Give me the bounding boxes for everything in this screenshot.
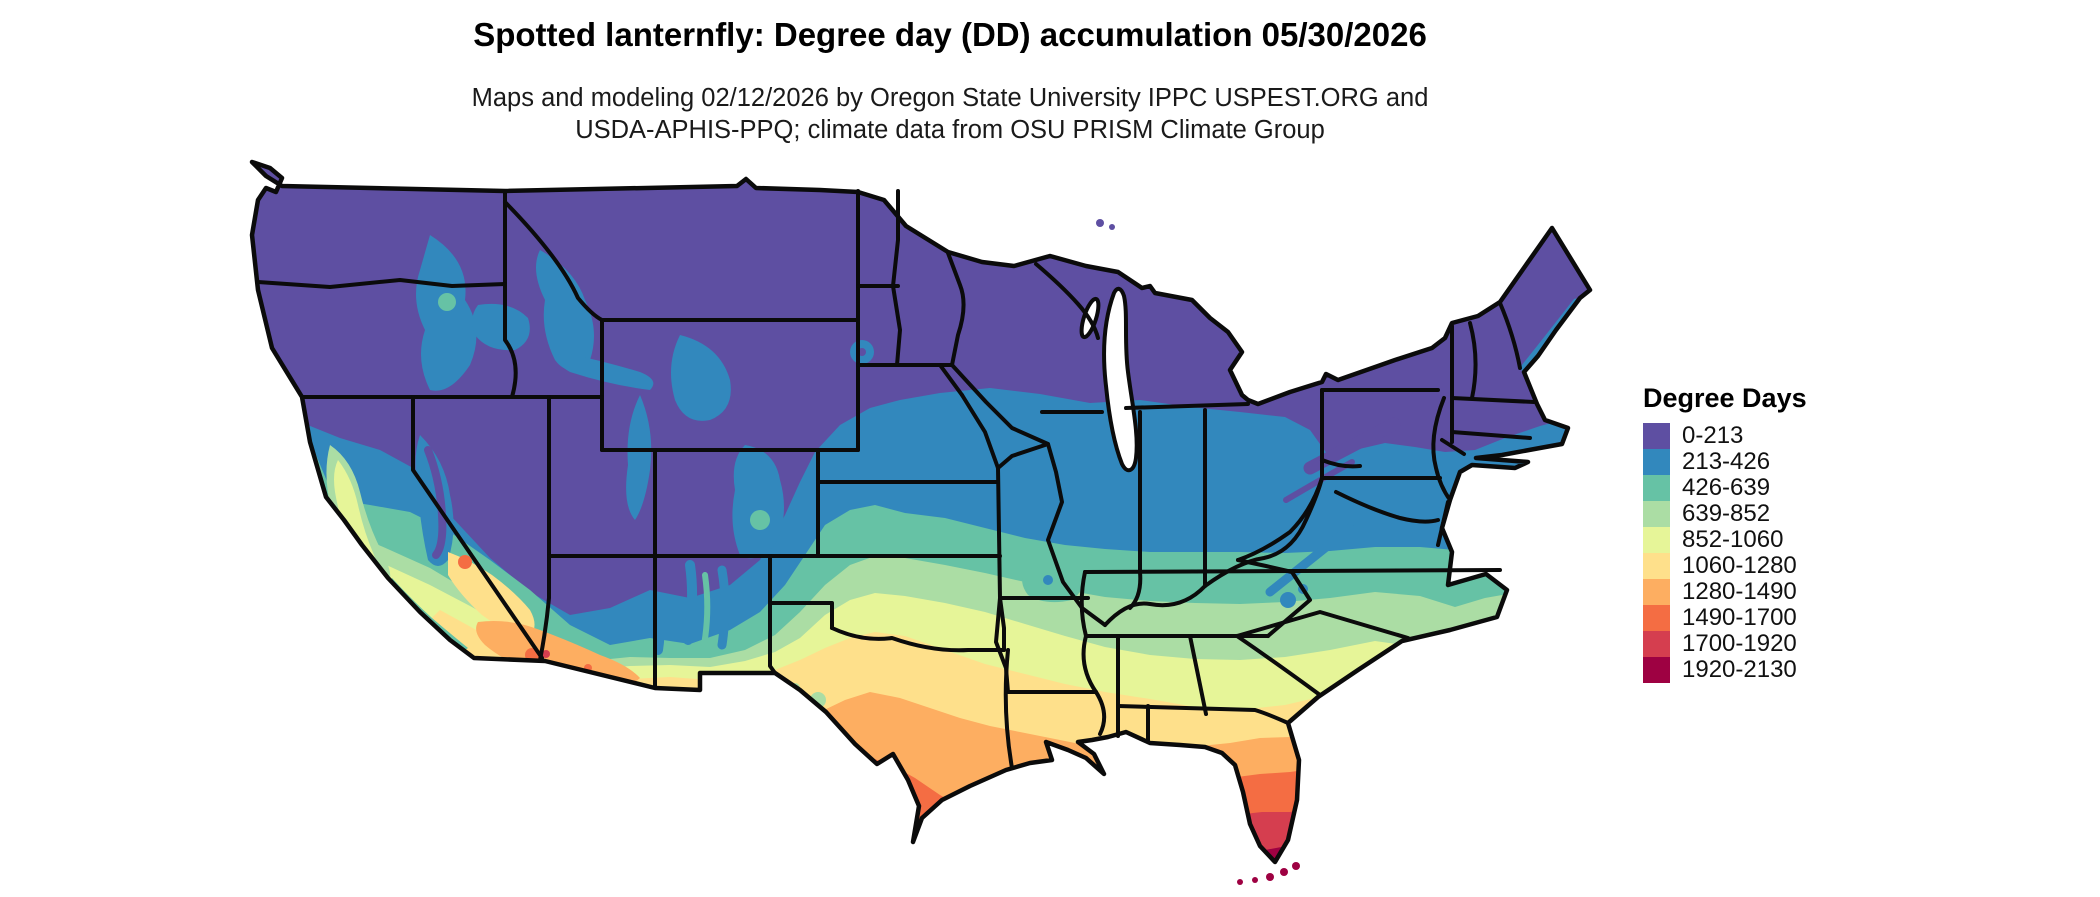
legend-item: 852-1060: [1643, 526, 1807, 553]
colorado-rockies-patch: [732, 445, 784, 559]
legend-swatch: [1643, 657, 1670, 683]
new-mexico-range-streak-2: [717, 565, 730, 650]
legend-item: 1920-2130: [1643, 656, 1807, 683]
legend-swatch: [1643, 579, 1670, 605]
smoky-mountains-speck: [1280, 592, 1296, 608]
subtitle-line-1: Maps and modeling 02/12/2026 by Oregon S…: [471, 84, 1429, 112]
band-1920-2130: [252, 840, 1590, 862]
legend-swatch: [1643, 527, 1670, 553]
page-title: Spotted lanternfly: Degree day (DD) accu…: [473, 16, 1427, 53]
legend: Degree Days 0-213 213-426 426-639 639-852 85…: [1643, 383, 1807, 683]
columbia-basin-patch: [472, 303, 530, 351]
legend-item: 213-426: [1643, 448, 1807, 475]
legend-label: 426-639: [1682, 474, 1771, 501]
lake-michigan: [1102, 286, 1139, 473]
legend-label: 1920-2130: [1682, 656, 1797, 683]
blue-ridge-streak: [1265, 523, 1355, 597]
legend-item: 1490-1700: [1643, 604, 1807, 631]
page-subtitle: Maps and modeling 02/12/2026 by Oregon S…: [0, 82, 1900, 146]
legend-swatch: [1643, 553, 1670, 579]
band-1700-1920: [252, 800, 1590, 862]
us-outline: [249, 159, 1593, 865]
superior-island-dot: [1109, 224, 1115, 230]
legend-label: 213-426: [1682, 448, 1771, 475]
legend-swatch: [1643, 631, 1670, 657]
legend-label: 639-852: [1682, 500, 1771, 527]
isle-royale-dot: [1096, 219, 1104, 227]
death-valley-speck: [458, 555, 472, 569]
ozark-patch: [1022, 566, 1083, 603]
legend-label: 852-1060: [1682, 526, 1784, 553]
idaho-rockies-patch: [536, 250, 594, 370]
state-borders: [256, 189, 1536, 770]
legend-title: Degree Days: [1643, 383, 1807, 413]
cascades-patch: [416, 235, 477, 391]
pennsylvania-ridge-streak: [1303, 417, 1401, 475]
yuma-hot-speck: [542, 650, 550, 658]
great-lakes: [1079, 286, 1139, 473]
legend-swatch: [1643, 475, 1670, 501]
legend-item: 1700-1920: [1643, 630, 1807, 657]
legend-swatch: [1643, 449, 1670, 475]
legend-swatch: [1643, 423, 1670, 449]
new-mexico-range-streak-3: [701, 572, 711, 648]
legend-label: 1490-1700: [1682, 604, 1797, 631]
legend-item: 1060-1280: [1643, 552, 1807, 579]
florida-key-5: [1237, 879, 1243, 885]
florida-key-4: [1252, 877, 1258, 883]
socal-coast-patch: [389, 578, 468, 654]
legend-label: 1060-1280: [1682, 552, 1797, 579]
islands: [1096, 219, 1300, 885]
legend-item: 1280-1490: [1643, 578, 1807, 605]
snake-plain-patch: [557, 352, 654, 390]
florida-key-2: [1280, 868, 1288, 876]
florida-key-1: [1292, 862, 1300, 870]
subtitle-line-2: USDA-APHIS-PPQ; climate data from OSU PR…: [575, 116, 1325, 144]
band-1490-1700: [252, 756, 1590, 862]
legend-label: 0-213: [1682, 422, 1744, 449]
legend-item: 426-639: [1643, 474, 1807, 501]
legend-item: 0-213: [1643, 422, 1807, 449]
cascades-teal-speck: [438, 293, 456, 311]
florida-key-3: [1266, 873, 1274, 881]
arizona-desert-patch: [476, 621, 640, 687]
legend-label: 1700-1920: [1682, 630, 1797, 657]
ozark-blue-speck: [1043, 575, 1053, 585]
wasatch-patch: [626, 395, 652, 520]
band-1280-1490: [252, 692, 1590, 862]
legend-swatch: [1643, 501, 1670, 527]
legend-swatch: [1643, 605, 1670, 631]
legend-item: 639-852: [1643, 500, 1807, 527]
colorado-teal-speck: [750, 510, 770, 530]
yellowstone-patch: [671, 335, 731, 421]
legend-label: 1280-1490: [1682, 578, 1797, 605]
legend-items: 0-213 213-426 426-639 639-852 852-1060 1060-1…: [1643, 422, 1807, 683]
new-mexico-range-streak-1: [683, 560, 698, 645]
